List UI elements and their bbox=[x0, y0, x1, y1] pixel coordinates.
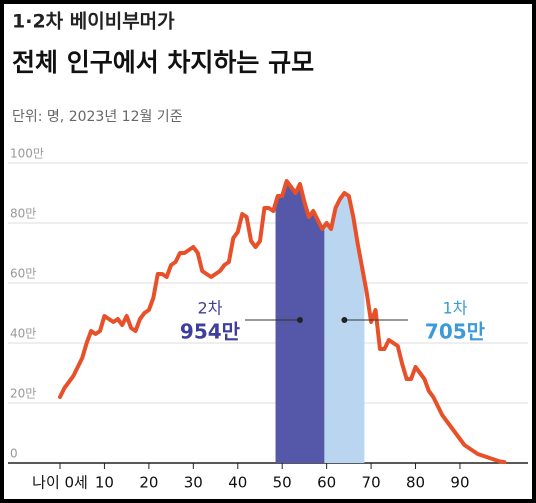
band-label: 1차 bbox=[443, 299, 468, 318]
x-tick-label: 80 bbox=[406, 474, 425, 492]
leader-dot bbox=[296, 317, 303, 323]
x-tick-label: 30 bbox=[184, 474, 203, 492]
band-label: 2차 bbox=[198, 299, 223, 318]
band bbox=[324, 193, 365, 463]
x-tick-label: 60 bbox=[317, 474, 336, 492]
y-tick-label: 40만 bbox=[10, 327, 36, 341]
x-tick-label: 90 bbox=[450, 474, 469, 492]
background bbox=[4, 4, 532, 499]
chart-title: 1·2차 베이비부머가 bbox=[12, 11, 175, 33]
y-tick-label: 0 bbox=[10, 447, 18, 461]
y-tick-label: 100만 bbox=[10, 147, 44, 161]
x-tick-label: 40 bbox=[228, 474, 247, 492]
x-tick-label: 나이 0세 bbox=[32, 474, 88, 492]
y-tick-label: 20만 bbox=[10, 387, 36, 401]
chart-note: 단위: 명, 2023년 12월 기준 bbox=[12, 109, 183, 125]
y-tick-label: 80만 bbox=[10, 207, 36, 221]
chart-subtitle: 전체 인구에서 차지하는 규모 bbox=[12, 48, 314, 77]
x-tick-label: 70 bbox=[362, 474, 381, 492]
x-tick-label: 10 bbox=[95, 474, 114, 492]
band-value: 705만 bbox=[425, 320, 486, 344]
band-value: 954만 bbox=[180, 320, 241, 344]
x-tick-label: 50 bbox=[273, 474, 292, 492]
line bbox=[58, 179, 507, 465]
y-tick-label: 60만 bbox=[10, 267, 36, 281]
x-tick-label: 20 bbox=[139, 474, 158, 492]
leader-dot bbox=[341, 317, 348, 323]
